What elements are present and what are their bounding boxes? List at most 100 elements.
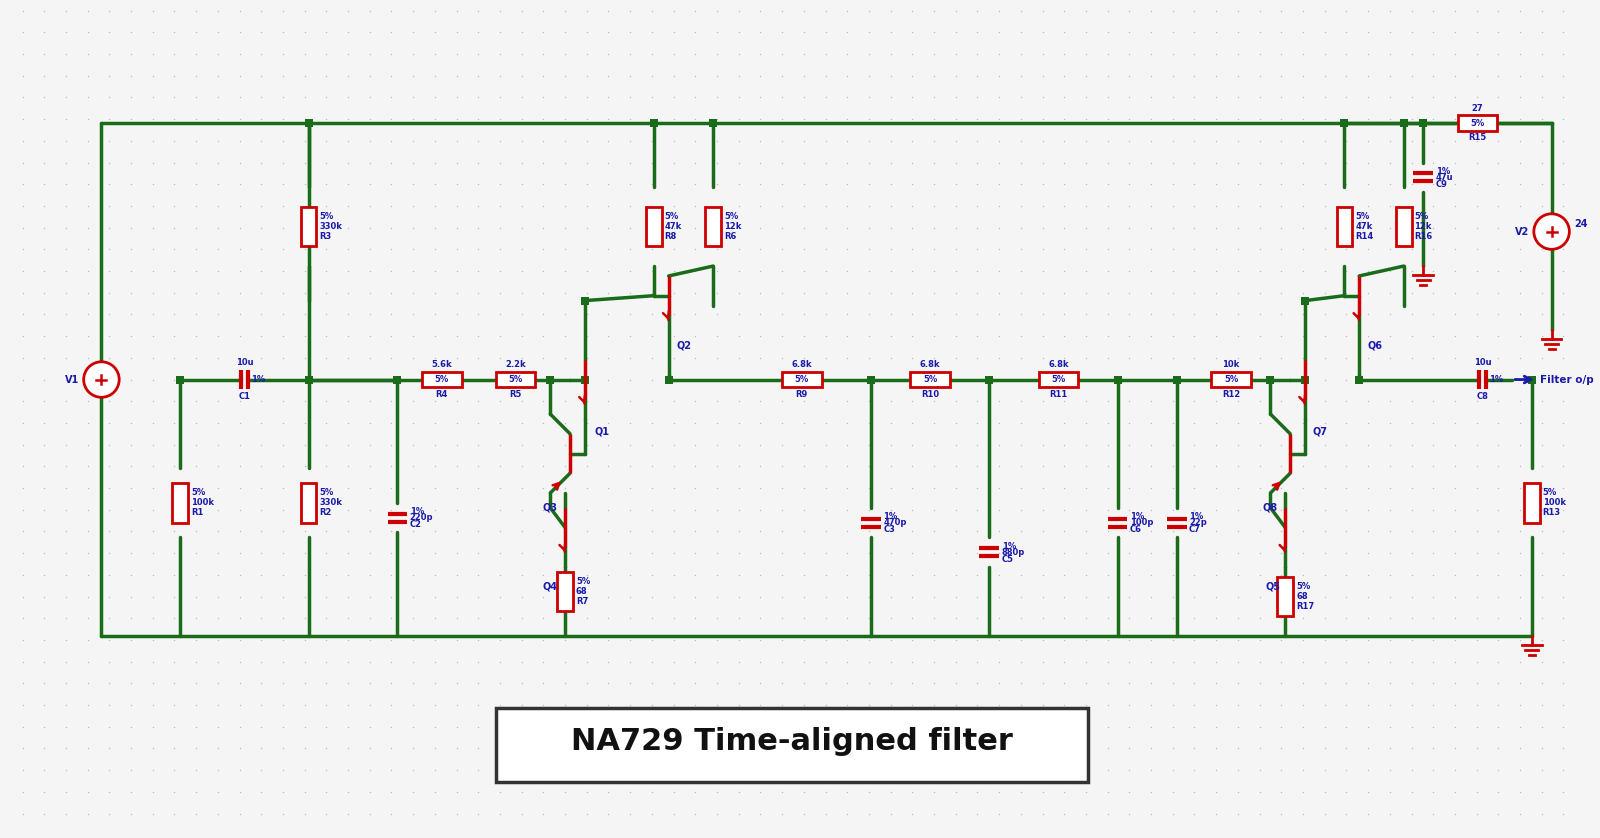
Text: C2: C2 bbox=[410, 520, 422, 529]
Bar bbox=[1277, 577, 1293, 616]
Bar bbox=[301, 207, 317, 246]
Bar bbox=[910, 371, 950, 387]
Bar bbox=[706, 207, 722, 246]
Text: 100k: 100k bbox=[192, 499, 214, 507]
Text: R4: R4 bbox=[435, 390, 448, 399]
Text: 5%: 5% bbox=[509, 375, 523, 384]
Text: 47k: 47k bbox=[1355, 222, 1373, 231]
Text: 220p: 220p bbox=[410, 513, 434, 522]
Text: Q2: Q2 bbox=[677, 340, 691, 350]
Text: 10u: 10u bbox=[1474, 358, 1491, 367]
Bar bbox=[496, 371, 536, 387]
Text: 5%: 5% bbox=[1224, 375, 1238, 384]
Text: 5%: 5% bbox=[1296, 582, 1310, 591]
Text: R12: R12 bbox=[1222, 390, 1240, 399]
Text: 5%: 5% bbox=[1355, 212, 1370, 221]
Text: 2.2k: 2.2k bbox=[506, 360, 526, 370]
Bar bbox=[1395, 207, 1411, 246]
Circle shape bbox=[1534, 214, 1570, 250]
Text: Q4: Q4 bbox=[542, 582, 558, 592]
Text: 12k: 12k bbox=[1414, 222, 1432, 231]
Text: Filter o/p: Filter o/p bbox=[1539, 375, 1594, 385]
Text: 100k: 100k bbox=[1542, 499, 1566, 507]
Text: 330k: 330k bbox=[320, 499, 342, 507]
Text: R16: R16 bbox=[1414, 232, 1432, 241]
Text: 12k: 12k bbox=[723, 222, 741, 231]
Text: 6.8k: 6.8k bbox=[792, 360, 813, 370]
Text: 5%: 5% bbox=[435, 375, 450, 384]
Text: R10: R10 bbox=[922, 390, 939, 399]
Text: R11: R11 bbox=[1050, 390, 1067, 399]
Text: Q1: Q1 bbox=[595, 427, 610, 437]
Bar bbox=[1211, 371, 1251, 387]
Text: 1%: 1% bbox=[1130, 512, 1144, 521]
Text: 1%: 1% bbox=[251, 375, 266, 384]
Bar bbox=[782, 371, 821, 387]
Bar bbox=[1458, 115, 1498, 131]
Text: 5.6k: 5.6k bbox=[432, 360, 453, 370]
Text: R17: R17 bbox=[1296, 602, 1314, 611]
Text: 1%: 1% bbox=[1189, 512, 1203, 521]
Text: 5%: 5% bbox=[723, 212, 738, 221]
Text: 1%: 1% bbox=[410, 507, 424, 516]
Text: C8: C8 bbox=[1477, 392, 1488, 401]
Text: 68: 68 bbox=[576, 587, 587, 596]
Text: 6.8k: 6.8k bbox=[920, 360, 941, 370]
Bar bbox=[1336, 207, 1352, 246]
Text: 5%: 5% bbox=[320, 212, 334, 221]
Text: 5%: 5% bbox=[1470, 118, 1485, 127]
Text: R2: R2 bbox=[320, 508, 331, 517]
Circle shape bbox=[83, 362, 118, 397]
Text: 1%: 1% bbox=[883, 512, 898, 521]
Text: 1%: 1% bbox=[1435, 167, 1450, 176]
Text: C9: C9 bbox=[1435, 179, 1448, 189]
Text: V2: V2 bbox=[1515, 226, 1530, 236]
Text: Q6: Q6 bbox=[1366, 340, 1382, 350]
Text: 330k: 330k bbox=[320, 222, 342, 231]
Text: Q7: Q7 bbox=[1314, 427, 1328, 437]
Text: R5: R5 bbox=[509, 390, 522, 399]
Text: R13: R13 bbox=[1542, 508, 1562, 517]
Text: R3: R3 bbox=[320, 232, 331, 241]
Text: 6.8k: 6.8k bbox=[1048, 360, 1069, 370]
Text: 5%: 5% bbox=[576, 577, 590, 587]
Text: 5%: 5% bbox=[320, 489, 334, 498]
Text: C7: C7 bbox=[1189, 525, 1202, 534]
Text: 5%: 5% bbox=[795, 375, 810, 384]
Bar bbox=[646, 207, 662, 246]
Text: 1%: 1% bbox=[1490, 375, 1504, 384]
Text: R8: R8 bbox=[664, 232, 677, 241]
Text: R1: R1 bbox=[192, 508, 203, 517]
Bar bbox=[1038, 371, 1078, 387]
Text: 1%: 1% bbox=[1002, 541, 1016, 551]
Text: 22p: 22p bbox=[1189, 518, 1206, 527]
Text: 47k: 47k bbox=[664, 222, 682, 231]
Text: V1: V1 bbox=[64, 375, 78, 385]
Text: NA729 Time-aligned filter: NA729 Time-aligned filter bbox=[571, 727, 1013, 756]
Bar bbox=[422, 371, 461, 387]
Text: 24: 24 bbox=[1574, 219, 1587, 229]
Text: 100p: 100p bbox=[1130, 518, 1154, 527]
Text: 10u: 10u bbox=[235, 358, 253, 367]
Text: 5%: 5% bbox=[1051, 375, 1066, 384]
Text: R14: R14 bbox=[1355, 232, 1373, 241]
Text: Q3: Q3 bbox=[542, 503, 558, 513]
Text: 880p: 880p bbox=[1002, 548, 1026, 556]
Text: Q8: Q8 bbox=[1262, 503, 1278, 513]
Text: 470p: 470p bbox=[883, 518, 907, 527]
Text: R9: R9 bbox=[795, 390, 808, 399]
Bar bbox=[557, 572, 573, 612]
Text: 5%: 5% bbox=[1414, 212, 1429, 221]
Text: 5%: 5% bbox=[1542, 489, 1557, 498]
Bar bbox=[1523, 484, 1539, 523]
Bar bbox=[301, 484, 317, 523]
Text: 5%: 5% bbox=[192, 489, 205, 498]
Bar bbox=[173, 484, 189, 523]
Text: C6: C6 bbox=[1130, 525, 1142, 534]
Text: Q5: Q5 bbox=[1266, 582, 1282, 592]
Text: 5%: 5% bbox=[664, 212, 678, 221]
Text: C5: C5 bbox=[1002, 555, 1014, 564]
Text: 10k: 10k bbox=[1222, 360, 1240, 370]
Text: R15: R15 bbox=[1469, 133, 1486, 142]
Text: R6: R6 bbox=[723, 232, 736, 241]
